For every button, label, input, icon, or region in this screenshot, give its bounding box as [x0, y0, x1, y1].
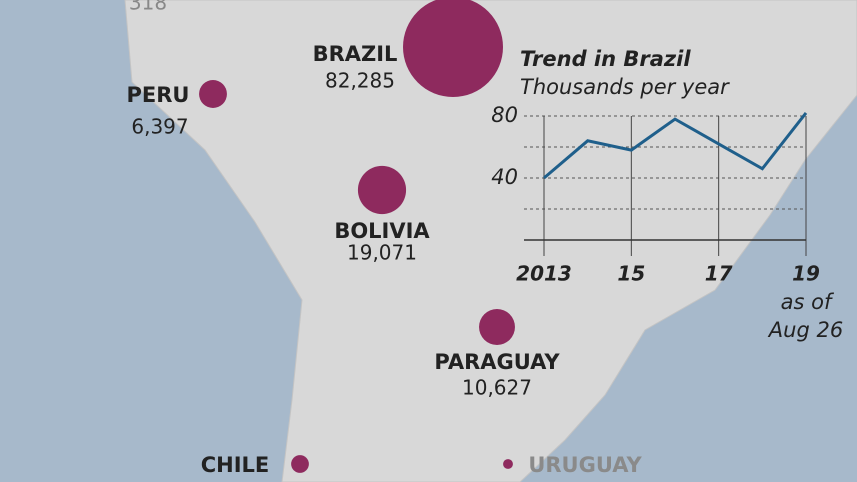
- chart-title: Trend in Brazil: [520, 47, 691, 71]
- value-label: 82,285: [325, 69, 395, 93]
- bubble: [403, 0, 503, 97]
- bubble: [291, 455, 309, 473]
- place-name: CHILE: [201, 453, 270, 477]
- bubble: [479, 309, 515, 345]
- x-tick-label: 19: [792, 262, 820, 286]
- place-name: PARAGUAY: [434, 350, 560, 374]
- value-label: 318: [129, 0, 167, 15]
- x-tick-label: 2013: [516, 262, 572, 286]
- y-tick-label: 80: [491, 103, 518, 127]
- place-name: BOLIVIA: [334, 219, 430, 243]
- place-name: PERU: [127, 83, 190, 107]
- x-tick-label: 17: [705, 262, 733, 286]
- trend-line: [543, 111, 808, 180]
- chart-subtitle: Thousands per year: [520, 75, 730, 99]
- note: Aug 26: [767, 318, 843, 342]
- x-tick-label: 15: [617, 262, 645, 286]
- value-label: 19,071: [347, 241, 417, 265]
- bubble: [357, 165, 407, 215]
- value-label: 10,627: [462, 376, 532, 400]
- note: as of: [781, 290, 835, 314]
- bubble: [503, 459, 513, 469]
- place-name: URUGUAY: [528, 453, 642, 477]
- place-name: BRAZIL: [313, 42, 398, 66]
- value-label: 6,397: [131, 115, 188, 139]
- y-tick-label: 40: [491, 165, 518, 189]
- bubble: [199, 80, 227, 108]
